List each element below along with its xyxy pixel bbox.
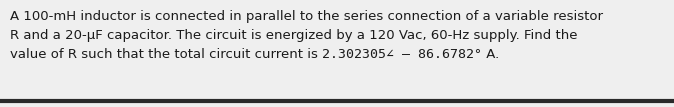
- Text: R and a 20-μF capacitor. The circuit is energized by a 120 Vac, 60-Hz supply. Fi: R and a 20-μF capacitor. The circuit is …: [10, 29, 578, 42]
- Text: 2.302305∠ – 86.6782°: 2.302305∠ – 86.6782°: [322, 48, 482, 61]
- Text: A.: A.: [482, 48, 499, 61]
- Text: A 100-mH inductor is connected in parallel to the series connection of a variabl: A 100-mH inductor is connected in parall…: [10, 10, 603, 23]
- Text: value of R such that the total circuit current is: value of R such that the total circuit c…: [10, 48, 322, 61]
